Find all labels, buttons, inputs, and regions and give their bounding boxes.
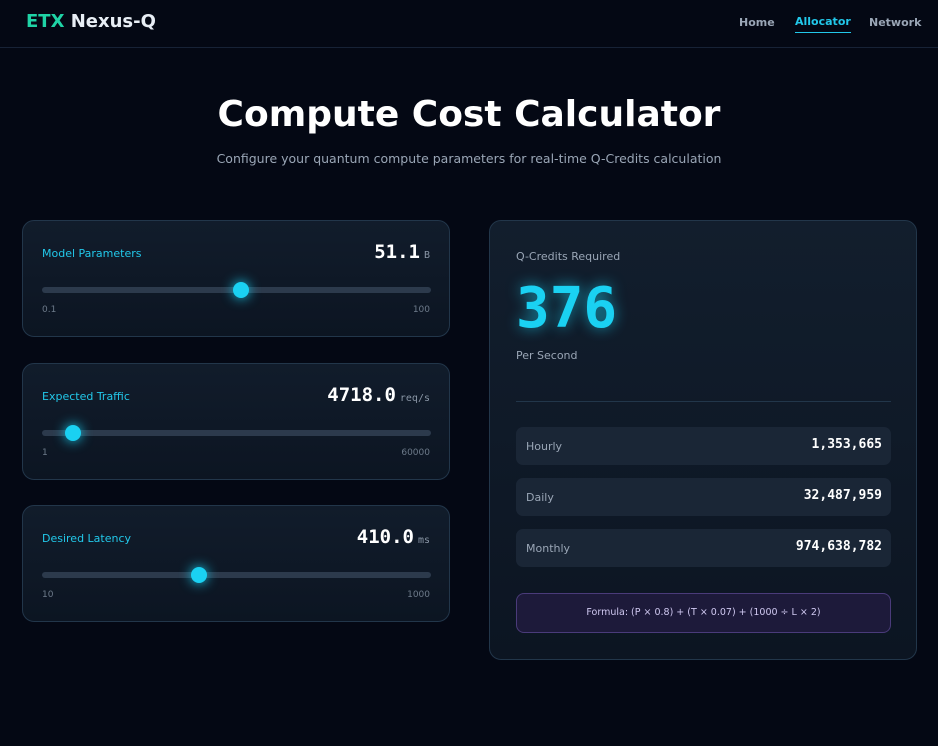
slider-track[interactable]	[42, 430, 431, 436]
slider-card: Desired Latency 410.0 ms 10 1000	[22, 505, 450, 622]
result-panel: Q-Credits Required 376 Per Second Hourly…	[489, 220, 917, 660]
value-unit: B	[423, 250, 430, 261]
breakdown-row: Monthly 974,638,782	[516, 529, 891, 567]
row-label: Monthly	[526, 542, 571, 555]
value-unit: ms	[417, 535, 430, 546]
row-label: Hourly	[526, 440, 563, 453]
result-value: 376	[516, 276, 618, 341]
slider-value: 410.0 ms	[357, 526, 430, 548]
slider-thumb[interactable]	[191, 567, 208, 583]
slider-min: 1	[42, 448, 48, 458]
slider-max: 60000	[401, 448, 430, 458]
row-label: Daily	[526, 491, 554, 504]
slider-label: Model Parameters	[42, 247, 142, 260]
title: Compute Cost Calculator	[217, 94, 721, 135]
slider-max: 100	[412, 305, 430, 315]
slider-min: 0.1	[42, 305, 57, 315]
breakdown-row: Daily 32,487,959	[516, 478, 891, 516]
row-value: 1,353,665	[811, 437, 882, 452]
slider-card: Expected Traffic 4718.0 req/s 1 60000	[22, 363, 450, 480]
value-number: 4718.0	[327, 384, 396, 406]
breakdown-row: Hourly 1,353,665	[516, 427, 891, 465]
slider-thumb[interactable]	[64, 425, 81, 441]
slider-track[interactable]	[42, 572, 431, 578]
row-value: 974,638,782	[795, 539, 882, 554]
slider-min: 10	[42, 590, 54, 600]
slider-max: 1000	[407, 590, 430, 600]
header: ETX Nexus-Q Home Allocator Network	[0, 0, 938, 48]
result-period: Per Second	[516, 349, 578, 362]
slider-label: Expected Traffic	[42, 390, 130, 403]
value-number: 51.1	[374, 241, 420, 263]
logo-name: Nexus-Q	[70, 11, 156, 32]
nav-link[interactable]: Allocator	[795, 15, 851, 33]
value-unit: req/s	[399, 393, 430, 404]
result-label: Q-Credits Required	[516, 250, 621, 263]
slider-label: Desired Latency	[42, 532, 132, 545]
slider-value: 4718.0 req/s	[327, 384, 430, 406]
logo[interactable]: ETX Nexus-Q	[26, 11, 156, 32]
nav-link[interactable]: Home	[739, 16, 775, 29]
slider-value: 51.1 B	[374, 241, 430, 263]
logo-prefix: ETX	[26, 11, 65, 32]
formula: Formula: (P × 0.8) + (T × 0.07) + (1000 …	[516, 593, 891, 633]
subtitle: Configure your quantum compute parameter…	[216, 151, 722, 166]
slider-card: Model Parameters 51.1 B 0.1 100	[22, 220, 450, 337]
slider-thumb[interactable]	[232, 282, 249, 298]
separator	[516, 401, 891, 402]
nav-link[interactable]: Network	[869, 16, 922, 29]
row-value: 32,487,959	[803, 488, 882, 503]
value-number: 410.0	[356, 526, 414, 548]
